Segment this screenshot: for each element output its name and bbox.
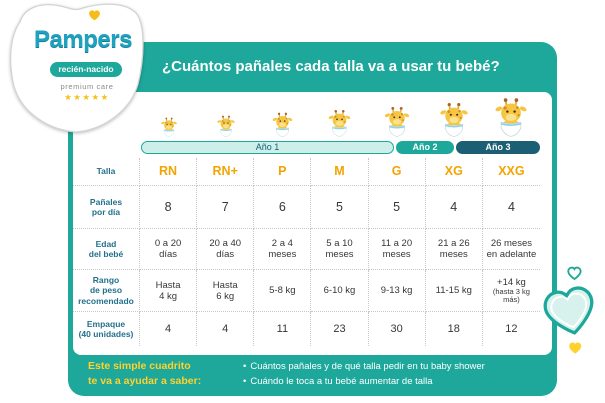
diapers-per-day-g: 5: [368, 186, 426, 229]
giraffe-baby-icon: [271, 112, 294, 137]
giraffe-baby-icon: [160, 117, 178, 137]
packs-rn: 4: [140, 312, 198, 346]
weight-range-m: 6-10 kg: [311, 270, 369, 312]
baby-age-m: 5 a 10 meses: [311, 229, 369, 270]
weight-range-xxg: +14 kg (hasta 3 kg más): [482, 270, 540, 312]
heart-outline-icon: [540, 283, 600, 340]
diapers-per-day-p: 6: [254, 186, 312, 229]
weight-range-value: +14 kg: [497, 276, 526, 288]
giraffe-baby-icon: [438, 102, 470, 137]
packs-m: 23: [311, 312, 369, 346]
footer-intro: Este simple cuadrito te va a ayudar a sa…: [88, 360, 202, 387]
heart-outline-icon: [567, 266, 582, 280]
diapers-per-day-xg: 4: [425, 186, 483, 229]
weight-range-p: 5-8 kg: [254, 270, 312, 312]
year-3-bar: Año 3: [456, 141, 540, 154]
giraffe-baby-icon: [493, 97, 529, 137]
diapers-per-day-m: 5: [311, 186, 369, 229]
footer-bullet-list: Cuántos pañales y de qué talla pedir en …: [243, 359, 485, 389]
row-label-panales-por-dia: Pañales por día: [73, 186, 140, 229]
row-label-rango-de-peso: Rango de peso recomendado: [73, 270, 140, 312]
rating-stars: ★★★★★: [64, 93, 110, 103]
packs-rn-plus: 4: [197, 312, 255, 346]
heart-icon: [569, 342, 582, 354]
packs-xg: 18: [426, 312, 483, 346]
year-1-bar: Año 1: [141, 141, 394, 154]
weight-range-rn: Hasta 4 kg: [140, 270, 198, 312]
weight-range-note: (hasta 3 kg más): [492, 286, 530, 304]
size-illustrations: [140, 92, 540, 137]
giraffe-baby-icon: [216, 115, 236, 137]
baby-age-g: 11 a 20 meses: [368, 229, 426, 270]
giraffe-baby-icon: [383, 106, 411, 137]
size-label-p: P: [254, 158, 312, 186]
baby-age-rn: 0 a 20 días: [140, 229, 198, 270]
pampers-logo: Pampers recién-nacido premium care ★★★★★: [6, 0, 146, 134]
hearts-decoration: [540, 266, 600, 354]
page-title: ¿Cuántos pañales cada talla va a usar tu…: [162, 58, 500, 75]
diaper-size-table: Talla RN RN+ P M G XG XXG Pañales por dí…: [73, 158, 540, 346]
product-line-badge: recién-nacido: [50, 62, 122, 77]
giraffe-baby-icon: [327, 109, 352, 137]
packs-g: 30: [369, 312, 426, 346]
size-label-m: M: [311, 158, 369, 186]
year-2-bar: Año 2: [396, 141, 454, 154]
logo-tagline: premium care: [60, 82, 114, 91]
brand-name: Pampers: [34, 26, 132, 53]
baby-age-rn-plus: 20 a 40 días: [197, 229, 255, 270]
diapers-per-day-xxg: 4: [482, 186, 540, 229]
weight-range-g: 9-13 kg: [368, 270, 426, 312]
footer-bullet: Cuántos pañales y de qué talla pedir en …: [243, 359, 485, 374]
diapers-per-day-rn-plus: 7: [197, 186, 255, 229]
size-label-xg: XG: [425, 158, 483, 186]
packs-p: 11: [254, 312, 312, 346]
footer-bullet: Cuándo le toca a tu bebé aumentar de tal…: [243, 374, 485, 389]
row-label-edad-del-bebe: Edad del bebé: [73, 229, 140, 270]
heart-icon: [89, 10, 100, 21]
size-label-g: G: [368, 158, 426, 186]
diapers-per-day-rn: 8: [140, 186, 198, 229]
size-label-rn: RN: [140, 158, 198, 186]
baby-age-xxg: 26 meses en adelante: [482, 229, 540, 270]
baby-age-xg: 21 a 26 meses: [425, 229, 483, 270]
baby-age-p: 2 a 4 meses: [254, 229, 312, 270]
size-label-xxg: XXG: [482, 158, 540, 186]
weight-range-rn-plus: Hasta 6 kg: [197, 270, 255, 312]
row-label-talla: Talla: [73, 158, 140, 186]
size-label-rn-plus: RN+: [197, 158, 255, 186]
weight-range-xg: 11-15 kg: [425, 270, 483, 312]
packs-xxg: 12: [505, 322, 518, 335]
row-label-empaque: Empaque (40 unidades): [73, 312, 140, 346]
